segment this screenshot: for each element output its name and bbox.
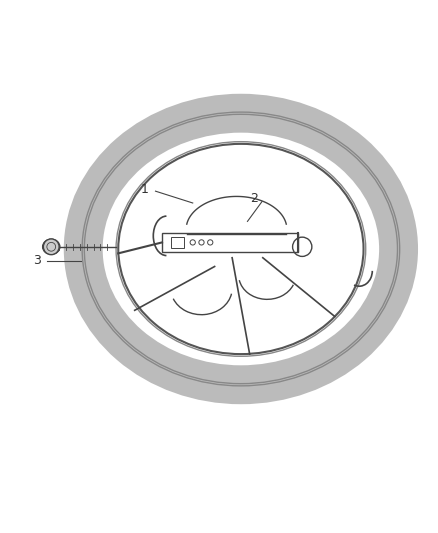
Bar bbox=[171, 237, 184, 248]
Circle shape bbox=[43, 239, 59, 255]
Text: 3: 3 bbox=[33, 254, 41, 268]
Ellipse shape bbox=[42, 239, 60, 254]
Text: 1: 1 bbox=[141, 183, 148, 196]
Text: 2: 2 bbox=[250, 192, 258, 205]
